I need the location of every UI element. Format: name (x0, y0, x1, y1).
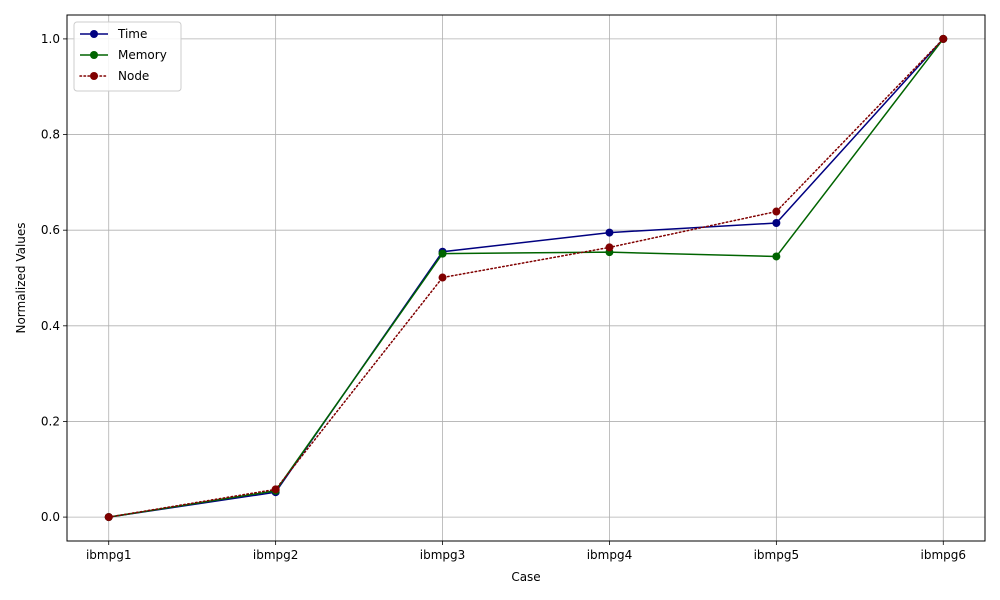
x-tick-label: ibmpg1 (86, 548, 132, 562)
data-point (772, 207, 781, 216)
legend-marker (90, 72, 98, 80)
legend-label: Memory (118, 48, 167, 62)
series-line-memory (108, 38, 944, 518)
data-point (772, 252, 781, 261)
series-node (104, 34, 948, 522)
legend-marker (90, 30, 98, 38)
data-point (605, 228, 614, 237)
plot-frame (66, 14, 986, 542)
data-point (605, 243, 614, 252)
series-group (104, 34, 948, 522)
grid-lines (67, 15, 985, 541)
data-point (438, 249, 447, 258)
y-tick-label: 0.6 (41, 223, 60, 237)
data-point (438, 273, 447, 282)
y-tick-label: 0.4 (41, 319, 60, 333)
x-tick-label: ibmpg3 (420, 548, 466, 562)
x-axis-label: Case (511, 570, 540, 584)
legend-entry-memory: Memory (80, 48, 167, 62)
series-line-time (108, 38, 944, 518)
x-tick-label: ibmpg6 (921, 548, 967, 562)
x-tick-label: ibmpg2 (253, 548, 299, 562)
x-tick-label: ibmpg4 (587, 548, 633, 562)
x-tick-label: ibmpg5 (754, 548, 800, 562)
y-tick-label: 0.2 (41, 414, 60, 428)
legend-label: Time (117, 27, 147, 41)
data-point (772, 219, 781, 228)
y-tick-label: 1.0 (41, 32, 60, 46)
y-tick-label: 0.0 (41, 510, 60, 524)
legend: Time Memory Node (73, 21, 182, 92)
legend-box (73, 21, 182, 92)
series-line-node (107, 38, 945, 518)
y-tick-label: 0.8 (41, 128, 60, 142)
data-point (939, 34, 948, 43)
legend-marker (90, 51, 98, 59)
data-point (271, 485, 280, 494)
plot-area (67, 15, 985, 541)
data-point (104, 513, 113, 522)
legend-entry-node: Node (79, 69, 149, 83)
legend-entry-time: Time (80, 27, 147, 41)
y-axis-label: Normalized Values (14, 222, 28, 333)
legend-label: Node (118, 69, 149, 83)
axis-ticks: ibmpg1 ibmpg2 ibmpg3 ibmpg4 ibmpg5 ibmpg6 0.0 0… (41, 32, 966, 562)
